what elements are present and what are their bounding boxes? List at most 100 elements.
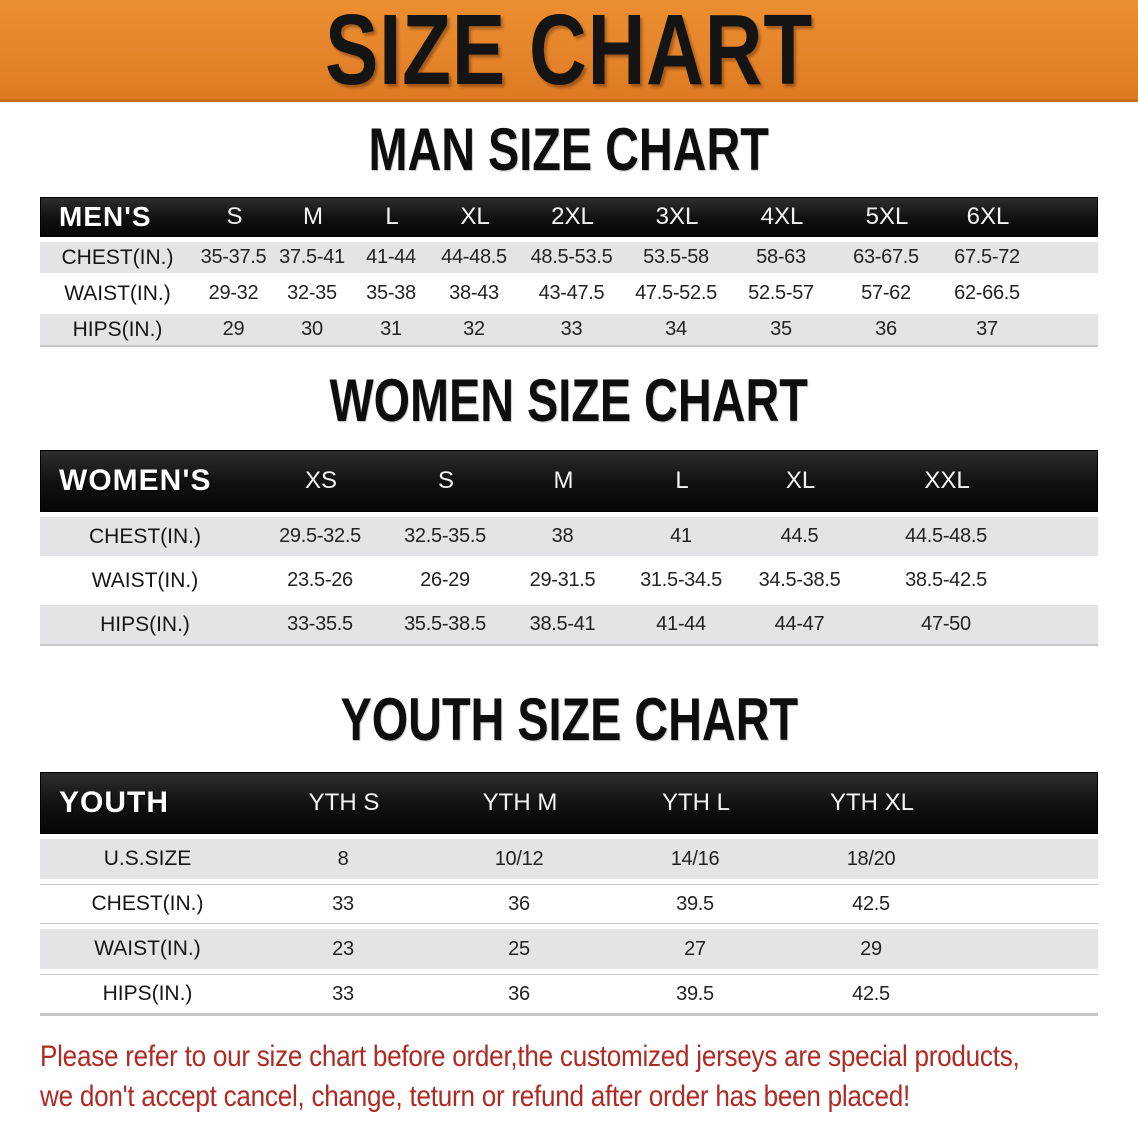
table-cell: 41 [670,525,692,547]
table-cell: 26-29 [420,569,470,591]
table-cell: 36 [875,318,897,340]
table-cell: 14/16 [670,847,720,870]
youth-section-heading: YOUTH SIZE CHART [0,644,1138,772]
row-label: HIPS(IN.) [72,317,163,341]
youth-section-heading-text: YOUTH SIZE CHART [340,686,798,753]
table-cell: 57-62 [861,282,911,304]
row-label: HIPS(IN.) [100,612,190,636]
table-cell: 41-44 [656,613,706,635]
table-cell: 44.5-48.5 [905,525,987,547]
table-cell: 44.5 [780,525,819,547]
men-hips-row: HIPS(IN.) 29 30 31 32 33 34 35 36 37 [40,314,1098,345]
youth-table-header-row: YOUTH YTH S YTH M YTH L YTH XL [40,772,1098,834]
table-cell: 30 [301,318,323,340]
women-section: WOMEN SIZE CHART WOMEN'S XS S M L XL XXL… [0,345,1138,644]
youth-ussize-row: U.S.SIZE 8 10/12 14/16 18/20 [40,839,1098,879]
youth-waist-row: WAIST(IN.) 23 25 27 29 [40,929,1098,969]
men-table-header-row: MEN'S S M L XL 2XL 3XL 4XL 5XL 6XL [40,197,1098,237]
women-hips-row: HIPS(IN.) 33-35.5 35.5-38.5 38.5-41 41-4… [40,605,1098,644]
youth-column-header: YTH S [308,789,380,816]
table-cell: 8 [337,847,349,870]
men-column-header: 6XL [966,203,1010,230]
table-cell: 35-38 [366,282,416,304]
row-label: WAIST(IN.) [64,281,171,305]
women-column-header: L [675,467,689,494]
men-column-header: S [226,203,243,230]
women-column-header: M [553,467,574,494]
men-column-header: 2XL [551,203,594,230]
banner: SIZE CHART [0,0,1138,102]
youth-column-header: YTH M [482,789,558,816]
table-cell: 34.5-38.5 [758,569,841,591]
row-label: CHEST(IN.) [89,524,201,548]
table-cell: 37.5-41 [279,246,345,268]
youth-column-header: YTH XL [829,789,915,816]
table-cell: 52.5-57 [748,282,814,304]
table-cell: 34 [665,318,687,340]
women-size-table: WOMEN'S XS S M L XL XXL CHEST(IN.) 29.5-… [40,450,1098,644]
table-cell: 63-67.5 [853,246,919,268]
table-cell: 23.5-26 [287,569,353,591]
table-cell: 23 [332,937,354,960]
table-cell: 31 [380,318,402,340]
table-cell: 39.5 [676,982,714,1005]
table-cell: 32 [463,318,485,340]
table-cell: 37 [976,318,998,340]
women-section-heading-text: WOMEN SIZE CHART [329,366,809,434]
women-corner-label: WOMEN'S [59,464,212,497]
table-cell: 58-63 [756,246,806,268]
men-column-header: 4XL [760,203,804,230]
table-cell: 35-37.5 [200,246,267,268]
row-label: WAIST(IN.) [94,937,201,960]
table-cell: 27 [684,937,706,960]
women-table-header-row: WOMEN'S XS S M L XL XXL [40,450,1098,512]
women-column-header: S [437,467,454,494]
youth-hips-row: HIPS(IN.) 33 36 39.5 42.5 [40,974,1098,1014]
men-chest-row: CHEST(IN.) 35-37.5 37.5-41 41-44 44-48.5… [40,242,1098,273]
men-size-table: MEN'S S M L XL 2XL 3XL 4XL 5XL 6XL CHEST… [40,197,1098,345]
table-cell: 35 [770,318,792,340]
footnote: Please refer to our size chart before or… [0,1014,1138,1117]
men-section: MAN SIZE CHART MEN'S S M L XL 2XL 3XL 4X… [0,102,1138,345]
men-waist-row: WAIST(IN.) 29-32 32-35 35-38 38-43 43-47… [40,278,1098,309]
men-section-heading-text: MAN SIZE CHART [368,115,770,183]
table-cell: 10/12 [494,847,544,870]
men-column-header: M [303,203,323,230]
table-cell: 43-47.5 [538,282,605,304]
women-column-header: XS [304,467,337,494]
table-cell: 47.5-52.5 [635,282,717,304]
footnote-line1: Please refer to our size chart before or… [40,1040,1020,1073]
men-column-header: L [385,203,399,230]
table-cell: 18/20 [846,847,896,870]
table-cell: 33 [560,318,583,340]
row-label: CHEST(IN.) [91,892,204,915]
men-column-header: XL [460,203,490,230]
table-cell: 32-35 [287,282,337,304]
table-cell: 31.5-34.5 [640,569,722,591]
table-cell: 67.5-72 [954,246,1020,268]
men-column-header: 5XL [865,203,909,230]
row-label: WAIST(IN.) [91,568,199,592]
table-cell: 53.5-58 [643,246,709,268]
men-section-heading: MAN SIZE CHART [0,102,1138,197]
table-cell: 29 [222,318,245,340]
table-cell: 35.5-38.5 [404,613,486,635]
table-cell: 48.5-53.5 [530,246,613,268]
women-column-header: XXL [924,467,970,494]
page-title: SIZE CHART [325,0,813,106]
row-label: CHEST(IN.) [61,245,174,269]
table-cell: 38-43 [449,282,499,304]
youth-column-header: YTH L [661,789,730,816]
women-chest-row: CHEST(IN.) 29.5-32.5 32.5-35.5 38 41 44.… [40,517,1098,556]
women-section-heading: WOMEN SIZE CHART [0,345,1138,450]
table-cell: 29 [860,937,882,960]
table-cell: 42.5 [852,892,890,915]
table-cell: 32.5-35.5 [404,525,486,547]
table-cell: 39.5 [676,892,714,915]
youth-chest-row: CHEST(IN.) 33 36 39.5 42.5 [40,884,1098,924]
table-cell: 29-31.5 [529,569,596,591]
youth-corner-label: YOUTH [59,786,169,819]
women-waist-row: WAIST(IN.) 23.5-26 26-29 29-31.5 31.5-34… [40,561,1098,600]
men-corner-label: MEN'S [59,201,152,232]
